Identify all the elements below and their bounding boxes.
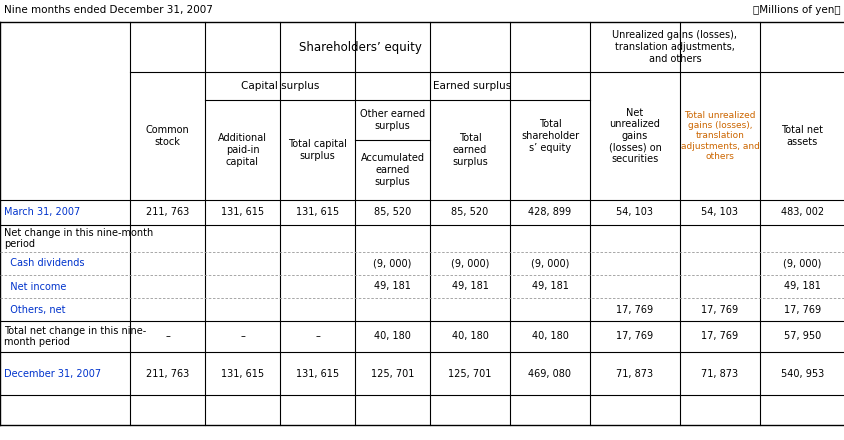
Text: Shareholders’ equity: Shareholders’ equity [298,40,421,54]
Text: 428, 899: 428, 899 [528,208,571,217]
Text: （Millions of yen）: （Millions of yen） [753,5,840,15]
Text: Capital surplus: Capital surplus [241,81,319,91]
Text: 17, 769: 17, 769 [783,304,820,315]
Text: (9, 000): (9, 000) [530,258,569,268]
Text: 540, 953: 540, 953 [780,368,823,378]
Text: 17, 769: 17, 769 [701,304,738,315]
Text: Net change in this nine-month
period: Net change in this nine-month period [4,227,153,249]
Text: 49, 181: 49, 181 [451,282,488,291]
Text: 131, 615: 131, 615 [220,368,264,378]
Text: Nine months ended December 31, 2007: Nine months ended December 31, 2007 [4,5,213,15]
Text: December 31, 2007: December 31, 2007 [4,368,101,378]
Text: 85, 520: 85, 520 [373,208,411,217]
Text: Net
unrealized
gains
(losses) on
securities: Net unrealized gains (losses) on securit… [608,108,661,164]
Text: 17, 769: 17, 769 [616,304,652,315]
Text: –: – [315,331,320,341]
Text: (9, 000): (9, 000) [782,258,820,268]
Text: –: – [240,331,245,341]
Text: Total capital
surplus: Total capital surplus [288,139,347,161]
Text: 49, 181: 49, 181 [531,282,568,291]
Text: 131, 615: 131, 615 [295,208,338,217]
Text: Earned surplus: Earned surplus [433,81,511,91]
Text: 483, 002: 483, 002 [780,208,823,217]
Text: 131, 615: 131, 615 [220,208,264,217]
Text: 469, 080: 469, 080 [528,368,571,378]
Text: Other earned
surplus: Other earned surplus [360,109,425,131]
Text: 211, 763: 211, 763 [146,208,189,217]
Text: 40, 180: 40, 180 [451,331,488,341]
Text: 49, 181: 49, 181 [374,282,410,291]
Text: Unrealized gains (losses),
translation adjustments,
and others: Unrealized gains (losses), translation a… [612,30,737,64]
Text: 17, 769: 17, 769 [701,331,738,341]
Text: March 31, 2007: March 31, 2007 [4,208,80,217]
Text: Total
shareholder
s’ equity: Total shareholder s’ equity [520,119,578,153]
Text: 125, 701: 125, 701 [371,368,414,378]
Text: 57, 950: 57, 950 [783,331,820,341]
Text: 85, 520: 85, 520 [451,208,488,217]
Text: –: – [165,331,170,341]
Text: (9, 000): (9, 000) [451,258,489,268]
Text: 54, 103: 54, 103 [616,208,652,217]
Text: 131, 615: 131, 615 [295,368,338,378]
Text: 40, 180: 40, 180 [374,331,410,341]
Text: Additional
paid-in
capital: Additional paid-in capital [218,133,267,167]
Text: 40, 180: 40, 180 [531,331,568,341]
Text: Total net change in this nine-
month period: Total net change in this nine- month per… [4,326,146,347]
Text: Total
earned
surplus: Total earned surplus [452,133,487,167]
Text: 211, 763: 211, 763 [146,368,189,378]
Text: Total unrealized
gains (losses),
translation
adjustments, and
others: Total unrealized gains (losses), transla… [679,111,759,161]
Text: Common
stock: Common stock [145,125,189,147]
Text: Net income: Net income [4,282,67,291]
Text: Cash dividends: Cash dividends [4,258,84,268]
Text: Accumulated
earned
surplus: Accumulated earned surplus [360,154,424,187]
Text: 17, 769: 17, 769 [616,331,652,341]
Text: (9, 000): (9, 000) [373,258,411,268]
Text: Total net
assets: Total net assets [781,125,823,147]
Text: Others, net: Others, net [4,304,66,315]
Text: 71, 873: 71, 873 [701,368,738,378]
Text: 49, 181: 49, 181 [783,282,820,291]
Text: 71, 873: 71, 873 [616,368,652,378]
Text: 54, 103: 54, 103 [701,208,738,217]
Text: 125, 701: 125, 701 [448,368,491,378]
